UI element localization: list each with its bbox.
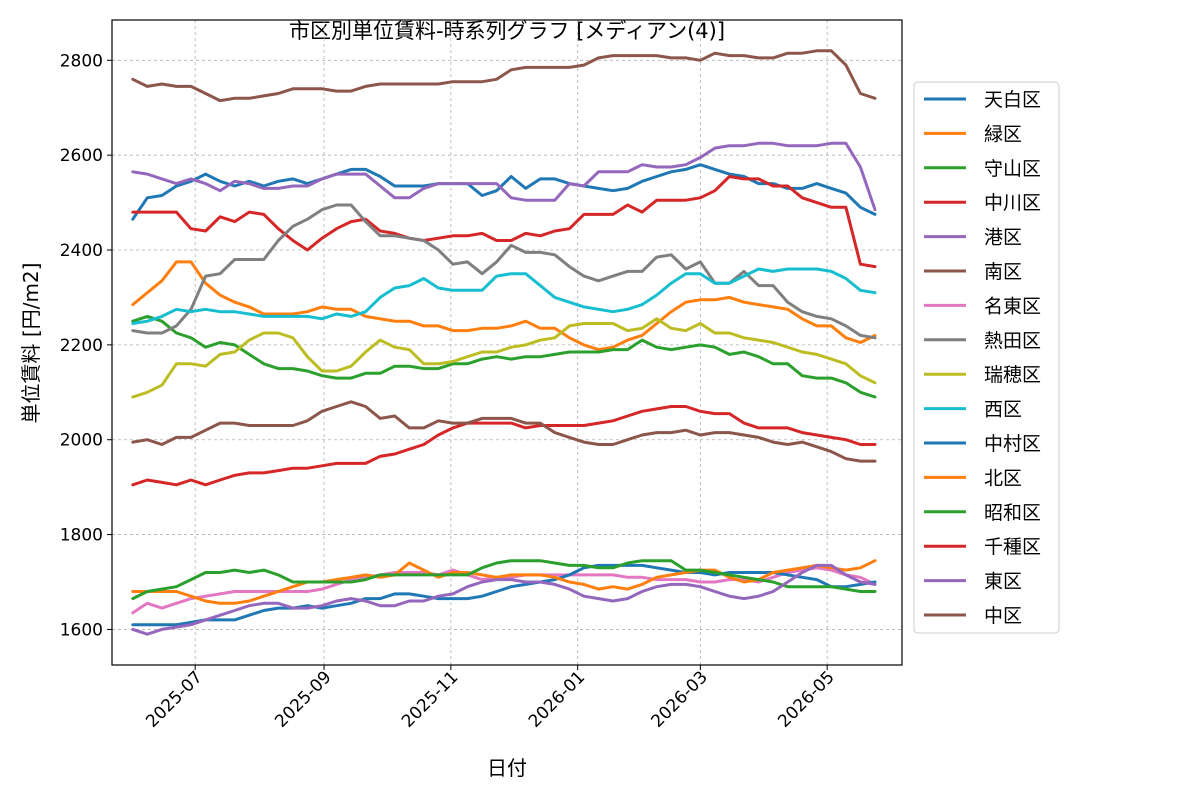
legend-label: 昭和区 xyxy=(984,502,1041,524)
y-tick-label: 2400 xyxy=(60,241,103,261)
series-line xyxy=(131,260,877,352)
legend: 天白区緑区守山区中川区港区南区名東区熱田区瑞穂区西区中村区北区昭和区千種区東区中… xyxy=(913,81,1060,634)
series-line xyxy=(131,563,877,627)
series-line xyxy=(131,314,877,399)
series-line xyxy=(131,559,877,601)
x-tick-label: 2026-03 xyxy=(648,667,712,731)
legend-label: 瑞穂区 xyxy=(984,364,1041,386)
legend-label: 守山区 xyxy=(984,158,1041,180)
chart-title: 市区別単位賃料-時系列グラフ [メディアン(4)] xyxy=(289,19,725,43)
y-tick-label: 1600 xyxy=(60,620,103,640)
series-line xyxy=(131,317,877,399)
legend-label: 中区 xyxy=(984,605,1022,627)
series-line xyxy=(131,203,877,340)
legend-label: 千種区 xyxy=(984,536,1041,558)
plot-area-frame xyxy=(111,19,903,666)
series-line xyxy=(131,175,877,269)
y-tick-label: 2600 xyxy=(60,146,103,166)
legend-label: 天白区 xyxy=(984,89,1041,111)
y-tick-label: 1800 xyxy=(60,526,103,546)
legend-label: 西区 xyxy=(984,399,1022,421)
legend-label: 南区 xyxy=(984,261,1022,283)
y-tick-label: 2800 xyxy=(60,51,103,71)
y-tick-label: 2000 xyxy=(60,431,103,451)
legend-label: 名東区 xyxy=(984,295,1041,317)
legend-label: 港区 xyxy=(984,227,1022,249)
series-line xyxy=(131,563,877,636)
legend-label: 中村区 xyxy=(984,433,1041,455)
y-tick-label: 2200 xyxy=(60,336,103,356)
x-axis-title: 日付 xyxy=(487,756,527,780)
series-line xyxy=(131,400,877,463)
legend-frame xyxy=(913,81,1060,634)
legend-label: 熱田区 xyxy=(984,330,1041,352)
x-tick-label: 2026-05 xyxy=(774,667,838,731)
x-tick-label: 2025-07 xyxy=(142,667,206,731)
y-axis: 1600 1800 2000 2200 2400 2600 2800 xyxy=(60,51,112,640)
series-line xyxy=(131,405,877,487)
legend-label: 緑区 xyxy=(984,123,1022,145)
legend-label: 北区 xyxy=(984,467,1022,489)
series-line xyxy=(131,559,877,605)
x-tick-label: 2025-09 xyxy=(271,667,335,731)
x-tick-label: 2026-01 xyxy=(525,667,589,731)
x-tick-label: 2025-11 xyxy=(398,667,462,731)
legend-label: 東区 xyxy=(984,571,1022,593)
series-line xyxy=(131,267,877,325)
y-axis-title: 単位賃料 [円/m2] xyxy=(19,263,43,424)
series-line xyxy=(131,141,877,212)
x-axis: 2025-07 2025-09 2025-11 2026-01 2026-03 2026-… xyxy=(142,665,839,732)
series-line xyxy=(131,49,877,103)
legend-label: 中川区 xyxy=(984,192,1041,214)
series-lines xyxy=(131,49,877,636)
grid-lines xyxy=(112,20,902,665)
